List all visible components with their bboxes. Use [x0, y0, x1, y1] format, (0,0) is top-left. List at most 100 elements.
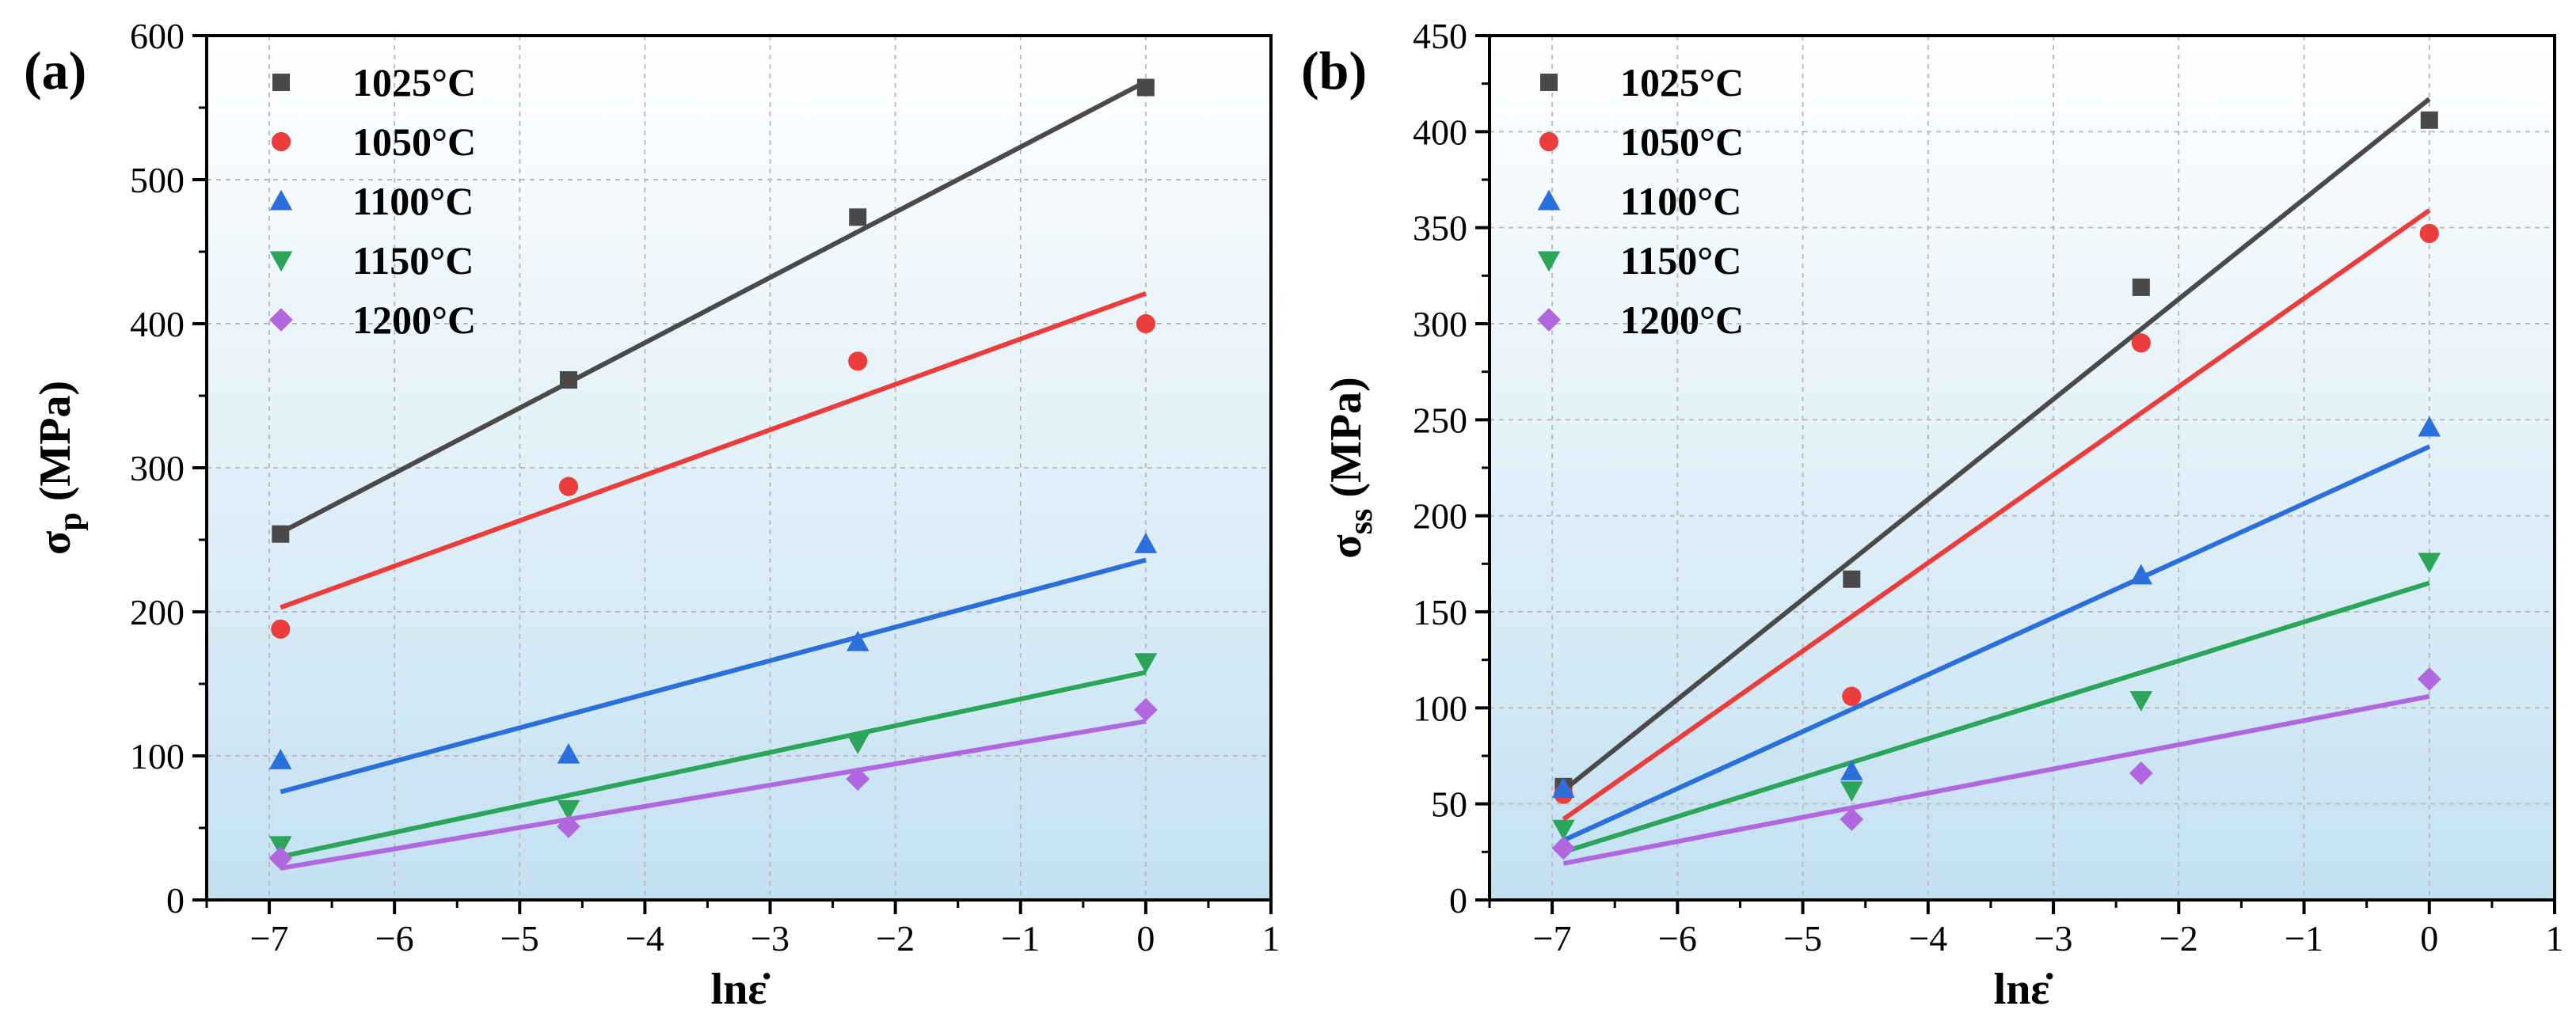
series-1150-b-fit-line: [1562, 580, 2430, 855]
series-1050-a-point-0: [271, 619, 291, 639]
series-1200-b-point-1: [1840, 807, 1864, 831]
series-1100-a-point-2: [846, 630, 869, 651]
series-1050-a-point-1: [558, 476, 579, 496]
data-points-a: [268, 78, 1158, 871]
series-1150-a-point-2: [846, 734, 869, 754]
series-1025-a-point-0: [272, 525, 290, 543]
legend-1150-a-marker-point-0: [269, 251, 293, 272]
series-1050-a-point-3: [1136, 313, 1155, 334]
plot-area-b: [1490, 36, 2555, 900]
legend-1100-b-label: 1100°C: [1620, 179, 1741, 223]
legend-1100-a-marker-point-0: [269, 189, 293, 211]
x-tick-label: −1: [2285, 918, 2323, 959]
series-1150-a-point-3: [1134, 653, 1158, 674]
panel-label-b: (b): [1301, 40, 1367, 101]
y-axis-unit-a: (MPa): [31, 381, 80, 512]
series-1200-a-point-0: [268, 846, 293, 871]
legend-1050-a-label: 1050°C: [352, 120, 476, 164]
y-tick-label: 200: [130, 592, 185, 632]
legend-1200-a-label: 1200°C: [352, 298, 476, 342]
y-tick-label: 100: [1413, 688, 1467, 728]
y-tick-label: 600: [130, 16, 185, 56]
axis-ticks-b: −7 −6 −5 −4 −3 −2 −1 0 1 0 50 100 150 200 250 300 350 400…: [1413, 16, 2564, 959]
legend-1025-b-label: 1025°C: [1620, 60, 1744, 104]
series-1200-b-point-2: [2129, 761, 2153, 785]
x-tick-label: 0: [2420, 918, 2438, 959]
series-1200-b-fit-line: [1562, 693, 2430, 866]
legend-b: 1025°C 1050°C 1100°C 1150°C 1200°C: [1537, 60, 1744, 342]
series-1200-a-fit-line: [280, 719, 1147, 871]
series-1100-a-point-0: [268, 749, 292, 769]
y-tick-label: 100: [130, 736, 185, 776]
series-1050-a-point-2: [848, 351, 868, 371]
x-tick-label: −7: [250, 918, 289, 959]
legend-1025-a-label: 1025°C: [352, 60, 476, 104]
y-axis-symbol-a: σ: [31, 530, 80, 555]
series-1100-a-fit-line: [280, 557, 1147, 795]
x-axis-title-b: lnε̇: [1994, 965, 2054, 1014]
legend-1100-a-label: 1100°C: [352, 179, 474, 223]
x-tick-label: −4: [626, 918, 664, 959]
series-1025-a-point-3: [1136, 78, 1155, 97]
y-tick-label: 150: [1413, 592, 1467, 632]
legend-1050-b-label: 1050°C: [1620, 120, 1744, 164]
series-1050-b-point-3: [2419, 223, 2439, 244]
series-1050-b-fit-line: [1562, 208, 2431, 822]
series-1025-a-point-2: [849, 208, 867, 226]
y-tick-label: 450: [1413, 16, 1467, 56]
x-axis-title-a: lnε̇: [711, 965, 771, 1014]
x-tick-label: −3: [751, 918, 790, 959]
legend-1200-b-marker-point-0: [1537, 308, 1561, 332]
y-axis-subscript-b: ss: [1343, 509, 1379, 535]
y-tick-label: 500: [130, 160, 185, 200]
series-1100-b-point-1: [1840, 760, 1863, 780]
y-tick-label: 300: [130, 448, 185, 488]
series-1100-b-point-2: [2129, 564, 2153, 585]
y-tick-label: 400: [130, 304, 185, 344]
series-1100-b-fit-line: [1562, 444, 2431, 843]
legend-1050-b-marker-point-0: [1539, 131, 1559, 152]
y-tick-label: 50: [1431, 784, 1467, 825]
series-1200-a-point-1: [557, 814, 580, 839]
series-1100-b-point-0: [1552, 776, 1575, 798]
x-tick-label: −6: [375, 918, 414, 959]
series-1150-b-point-1: [1840, 781, 1863, 802]
y-axis-symbol-b: σ: [1322, 534, 1371, 559]
series-1050-a-fit-line: [280, 290, 1147, 610]
panel-label-a: (a): [24, 40, 86, 101]
series-1200-a-point-2: [846, 767, 870, 791]
y-tick-label: 250: [1413, 400, 1467, 440]
series-1150-a-fit-line: [280, 670, 1147, 860]
y-tick-label: 400: [1413, 112, 1467, 152]
series-1150-a-point-1: [557, 799, 580, 821]
legend-1025-a-marker-point-0: [272, 74, 290, 91]
data-points-b: [1551, 111, 2441, 860]
x-tick-label: −7: [1533, 918, 1572, 959]
x-tick-label: −2: [876, 918, 915, 959]
y-tick-label: 200: [1413, 496, 1467, 537]
x-tick-label: 1: [1262, 918, 1280, 959]
legend-1025-b-marker-point-0: [1540, 74, 1558, 91]
fit-lines-a: [279, 79, 1147, 871]
series-1050-b-point-2: [2131, 333, 2151, 353]
legend-a: 1025°C 1050°C 1100°C 1150°C 1200°C: [269, 60, 476, 342]
x-tick-label: −6: [1658, 918, 1697, 959]
series-1025-a-point-1: [559, 370, 577, 389]
fit-lines-b: [1562, 97, 2431, 866]
series-1150-b-point-2: [2129, 691, 2153, 712]
x-tick-label: −1: [1001, 918, 1040, 959]
series-1025-b-point-2: [2132, 278, 2150, 296]
legend-1150-b-marker-point-0: [1537, 251, 1561, 272]
series-1025-b-point-1: [1843, 570, 1861, 588]
y-axis-title-a: σp (MPa): [31, 381, 89, 555]
series-1200-b-point-0: [1551, 836, 1576, 860]
series-1200-b-point-3: [2417, 667, 2441, 691]
y-axis-title-b: σss (MPa): [1322, 377, 1379, 559]
legend-1150-a-label: 1150°C: [352, 238, 474, 283]
series-1200-a-point-3: [1134, 697, 1158, 722]
series-1150-b-point-3: [2418, 552, 2441, 574]
legend-1200-b-label: 1200°C: [1620, 298, 1744, 342]
y-axis-unit-b: (MPa): [1322, 377, 1371, 508]
x-tick-label: −3: [2034, 918, 2073, 959]
